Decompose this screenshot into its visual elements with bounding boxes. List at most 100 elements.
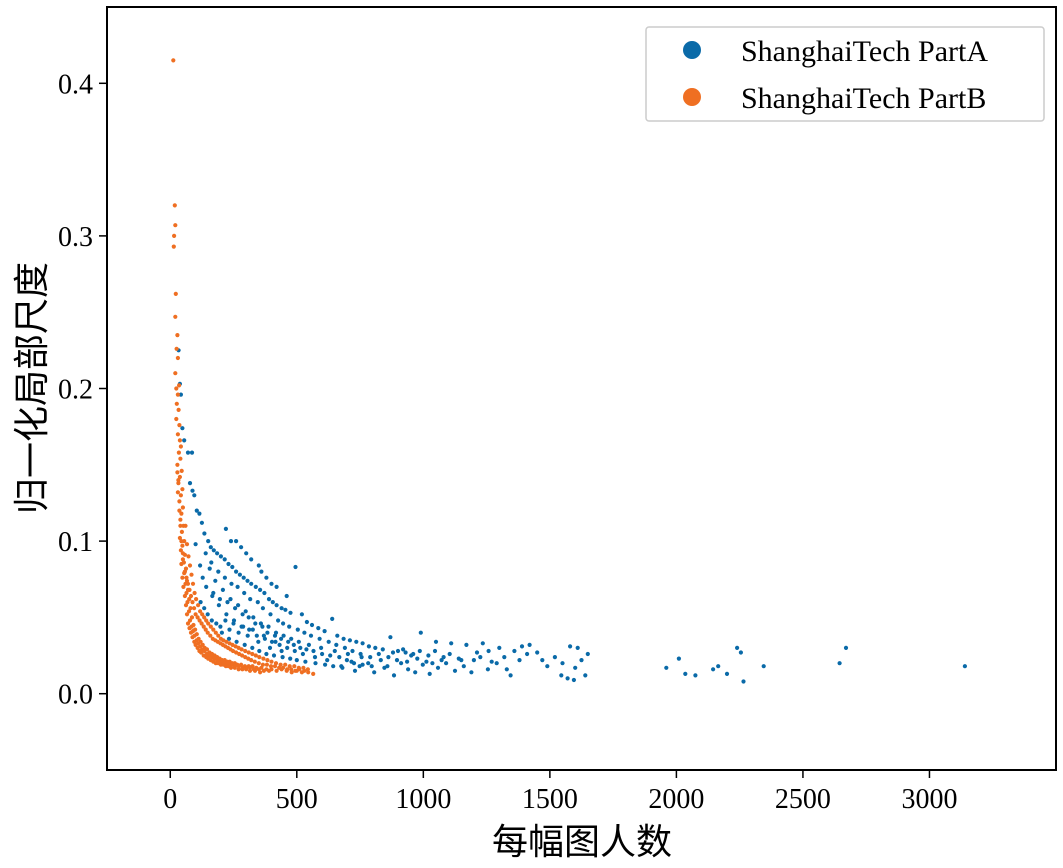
data-point xyxy=(177,508,182,513)
data-point xyxy=(202,606,207,611)
data-point xyxy=(177,499,182,504)
data-point xyxy=(201,624,206,629)
data-point xyxy=(405,659,410,664)
data-point xyxy=(305,667,310,672)
data-point xyxy=(222,575,227,580)
data-point xyxy=(223,618,228,623)
legend-box xyxy=(645,26,1045,122)
data-point xyxy=(283,607,288,612)
data-point xyxy=(180,487,185,492)
data-point xyxy=(180,543,185,548)
data-point xyxy=(178,444,183,449)
data-point xyxy=(211,627,216,632)
data-point xyxy=(190,600,195,605)
data-point xyxy=(187,626,192,631)
data-point xyxy=(571,677,577,683)
data-point xyxy=(256,639,261,644)
data-point xyxy=(264,662,269,667)
data-point xyxy=(258,587,263,593)
data-point xyxy=(292,664,297,669)
data-point xyxy=(250,627,255,632)
data-point xyxy=(259,569,264,574)
data-point xyxy=(190,488,195,493)
data-point xyxy=(962,664,968,669)
data-point xyxy=(716,664,721,669)
data-point xyxy=(420,662,425,667)
data-point xyxy=(289,636,294,641)
data-point xyxy=(444,661,449,666)
data-point xyxy=(177,438,182,443)
data-point xyxy=(380,647,385,652)
data-point xyxy=(178,456,183,461)
data-point xyxy=(325,658,330,663)
data-point xyxy=(494,661,499,666)
y-axis-title: 归一化局部尺度 xyxy=(12,262,53,514)
data-point xyxy=(369,664,374,669)
data-point xyxy=(184,542,190,547)
data-point xyxy=(447,651,452,657)
data-point xyxy=(265,630,270,635)
data-point xyxy=(173,291,178,296)
data-point xyxy=(222,557,227,562)
data-point xyxy=(186,609,192,614)
data-point xyxy=(198,609,203,614)
data-point xyxy=(236,664,241,669)
data-point xyxy=(311,671,316,677)
data-point xyxy=(214,621,219,626)
data-point xyxy=(261,668,266,673)
data-point xyxy=(395,648,401,654)
data-point xyxy=(291,642,296,648)
data-point xyxy=(241,575,246,580)
data-point xyxy=(247,627,252,632)
data-point xyxy=(432,648,438,654)
x-axis: 0 500 1000 1500 2000 2500 3000 xyxy=(163,770,957,815)
data-point xyxy=(347,638,352,643)
data-point xyxy=(174,346,179,351)
data-point xyxy=(354,639,359,644)
data-point xyxy=(260,662,265,667)
data-point xyxy=(287,624,292,629)
data-point xyxy=(258,670,263,675)
data-point xyxy=(254,633,259,638)
data-point xyxy=(285,645,290,651)
data-point xyxy=(309,622,315,628)
x-tick-label: 1500 xyxy=(522,784,578,815)
data-point xyxy=(179,511,184,516)
data-point xyxy=(415,656,420,661)
data-point xyxy=(198,600,203,605)
data-point xyxy=(175,462,180,467)
data-point xyxy=(269,659,274,664)
x-tick-label: 0 xyxy=(163,784,177,815)
y-tick-label: 0.1 xyxy=(58,527,93,558)
data-point xyxy=(179,539,184,544)
data-point xyxy=(261,633,266,638)
data-point xyxy=(293,668,298,673)
data-point xyxy=(352,668,358,673)
data-point xyxy=(270,600,275,605)
data-point xyxy=(427,671,432,677)
data-point xyxy=(176,481,181,486)
data-point xyxy=(535,650,540,655)
data-point xyxy=(217,597,222,602)
data-point xyxy=(177,423,182,428)
data-point xyxy=(240,653,245,658)
data-point xyxy=(357,664,362,669)
data-point xyxy=(452,668,458,673)
data-point xyxy=(508,673,513,678)
data-point xyxy=(256,661,261,666)
data-point xyxy=(735,645,740,651)
data-point xyxy=(267,645,273,651)
data-point xyxy=(417,648,422,654)
data-point xyxy=(203,551,208,556)
y-tick-label: 0.2 xyxy=(58,375,93,406)
data-point xyxy=(261,656,266,661)
data-point xyxy=(565,676,570,681)
data-point xyxy=(172,203,177,208)
data-point xyxy=(711,667,716,672)
data-point xyxy=(227,627,232,632)
data-point xyxy=(435,665,441,670)
data-point xyxy=(409,653,414,658)
data-point xyxy=(504,667,509,672)
data-point xyxy=(295,627,300,632)
data-point xyxy=(185,581,191,586)
